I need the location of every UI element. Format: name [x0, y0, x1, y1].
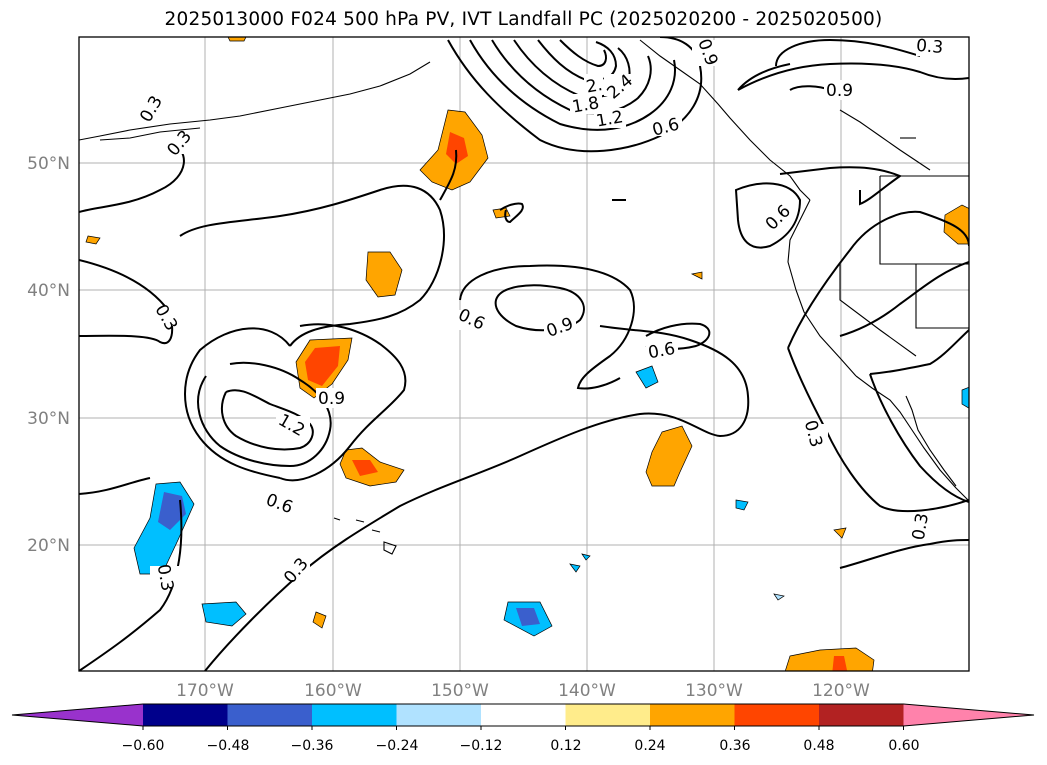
colorbar-tick: −0.48: [207, 738, 250, 754]
colorbar-tick: −0.24: [376, 738, 419, 754]
map-title: 2025013000 F024 500 hPa PV, IVT Landfall…: [164, 9, 883, 30]
ivt-blob-small: [85, 235, 101, 245]
colorbar-extend-low: [12, 704, 143, 726]
colorbar-tick: 0.60: [888, 738, 919, 754]
colorbar-tick: −0.12: [460, 738, 503, 754]
colorbar: [11, 703, 1035, 730]
ivt-blob-orange: [645, 425, 693, 487]
contour-label-group: 0.3 0.3 0.3 0.3 0.3 0.3 0.3 0.3 0.6 0.6 …: [136, 36, 946, 593]
colorbar-ticks: −0.60 −0.48 −0.36 −0.24 −0.12 0.12 0.24 …: [122, 738, 920, 754]
colorbar-tick: 0.36: [719, 738, 750, 754]
ivt-blob-neg: [961, 386, 969, 409]
coastlines: [79, 39, 969, 501]
ivt-blob-red: [352, 460, 378, 476]
lat-label-20n: 20°N: [27, 536, 70, 556]
ivt-blob-orange: [943, 204, 969, 245]
colorbar-segment: [734, 704, 820, 726]
colorbar-tick: 0.24: [634, 738, 665, 754]
longitude-labels: 170°W 160°W 150°W 140°W 130°W 120°W: [176, 681, 870, 701]
colorbar-segment: [819, 704, 904, 726]
colorbar-segment: [650, 704, 735, 726]
colorbar-segment: [227, 704, 313, 726]
colorbar-tick: 0.48: [803, 738, 834, 754]
contour-label: 0.9: [318, 389, 345, 409]
lon-label-170w: 170°W: [176, 681, 234, 701]
lon-label-140w: 140°W: [558, 681, 616, 701]
colorbar-segment: [481, 704, 566, 726]
colorbar-segment: [143, 704, 228, 726]
ivt-blob-orange: [365, 251, 403, 298]
pv-contours: [79, 37, 969, 671]
colorbar-segment: [396, 704, 482, 726]
lat-label-40n: 40°N: [27, 281, 70, 301]
ivt-blob-small: [833, 527, 847, 539]
ivt-blob-red: [305, 346, 340, 386]
ivt-blob-neg-dark: [158, 492, 186, 530]
contour-label: 0.6: [647, 339, 677, 363]
contour-label: 0.3: [136, 92, 167, 125]
ivt-blob-neg: [635, 365, 659, 389]
ivt-blob-neg: [569, 563, 581, 573]
colorbar-segment: [312, 704, 397, 726]
contour-label: 0.3: [153, 563, 177, 593]
colorbar-tick: −0.60: [122, 738, 165, 754]
ivt-blob-small: [690, 271, 703, 280]
lon-label-160w: 160°W: [304, 681, 362, 701]
lon-label-120w: 120°W: [812, 681, 870, 701]
colorbar-extend-high: [903, 704, 1034, 726]
ivt-blob-neg: [735, 499, 749, 511]
ivt-blob-red: [446, 132, 468, 164]
ivt-blob-neg-dark: [516, 608, 540, 626]
hawaii-islands: [333, 517, 397, 555]
contour-label: 0.3: [915, 36, 944, 58]
gridlines: [79, 37, 969, 671]
ivt-blob-red: [832, 656, 848, 671]
colorbar-segment: [565, 704, 651, 726]
lat-label-50n: 50°N: [27, 154, 70, 174]
contour-label: 1.8: [571, 93, 601, 117]
lat-label-30n: 30°N: [27, 409, 70, 429]
contour-label: 0.3: [163, 127, 196, 161]
contour-label: 0.3: [909, 512, 933, 542]
contour-label: 0.9: [826, 81, 853, 101]
lon-label-150w: 150°W: [431, 681, 489, 701]
lon-label-130w: 130°W: [685, 681, 743, 701]
colorbar-tick: 0.12: [550, 738, 581, 754]
map-frame: [78, 36, 970, 672]
ivt-blob-neg: [201, 601, 247, 627]
contour-label: 0.3: [280, 554, 313, 588]
ivt-blob-orange: [784, 647, 875, 671]
ivt-blob-neg: [773, 593, 785, 601]
colorbar-tick: −0.36: [291, 738, 334, 754]
ivt-blob-small: [312, 611, 327, 629]
ivt-blob-small: [227, 37, 247, 42]
ivt-blob-neg: [581, 553, 591, 561]
latitude-labels: 50°N 40°N 30°N 20°N: [27, 154, 70, 556]
